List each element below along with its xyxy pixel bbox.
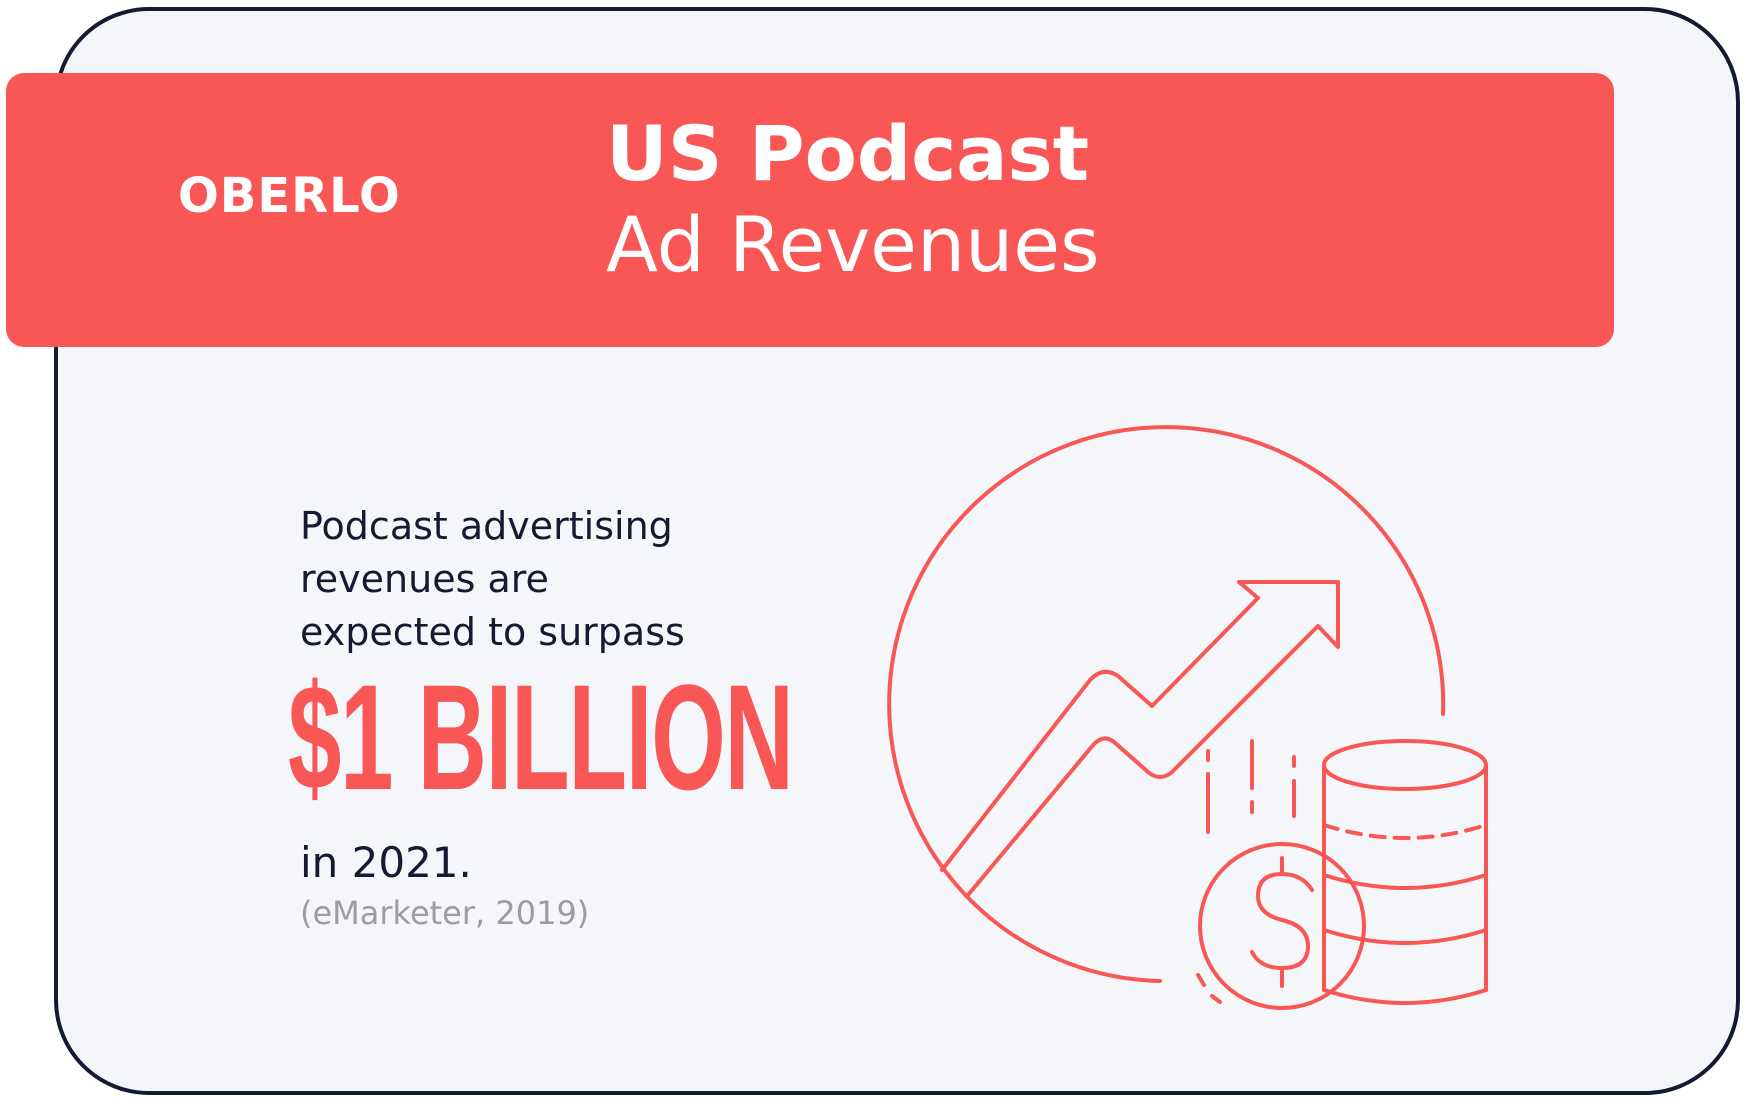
header-banner (6, 73, 1614, 347)
description-line-2: revenues are (300, 557, 549, 601)
source-citation: (eMarketer, 2019) (300, 894, 590, 932)
description-line-1: Podcast advertising (300, 504, 673, 548)
description: Podcast advertising revenues are expecte… (300, 500, 685, 659)
highlight-stat: $1 BILLION (288, 653, 794, 821)
oberlo-logo: OBERLO (178, 168, 401, 224)
title-line-1: US Podcast (606, 109, 1090, 198)
description-line-3: expected to surpass (300, 610, 685, 654)
year-text: in 2021. (300, 838, 472, 887)
title-line-2: Ad Revenues (606, 200, 1100, 289)
growth-chart-coins-icon (887, 425, 1488, 1010)
